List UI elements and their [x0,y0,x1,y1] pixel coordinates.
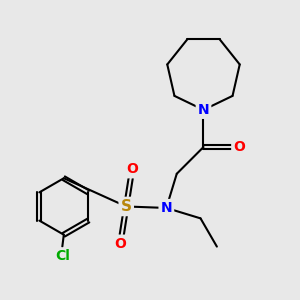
Text: O: O [233,140,245,154]
Text: O: O [126,162,138,176]
Text: S: S [121,199,132,214]
Text: O: O [114,237,126,250]
Text: N: N [198,103,209,117]
Text: N: N [160,201,172,215]
Text: Cl: Cl [55,249,70,263]
